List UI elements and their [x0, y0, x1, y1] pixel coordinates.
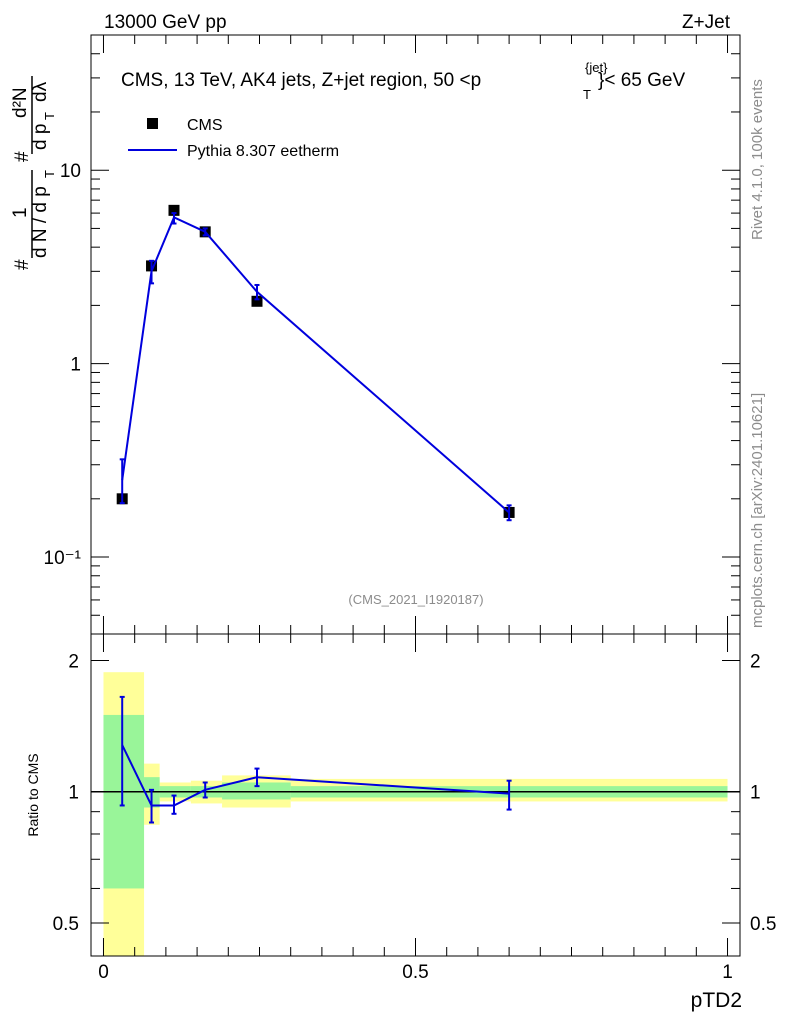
main-y-tick-label: 10 — [60, 161, 81, 182]
main-y-tick-label: 1 — [70, 355, 81, 376]
main-y-tick-label: 10⁻¹ — [44, 548, 82, 569]
svg-text:#: # — [12, 151, 33, 162]
svg-text:dλ: dλ — [30, 81, 51, 102]
ratio-frame — [90, 633, 741, 957]
ratio-y-tick-label-left: 2 — [68, 651, 79, 672]
main-axis-ticks — [91, 34, 740, 635]
ratio-y-tick-label-left: 1 — [68, 783, 79, 804]
ratio-uncertainty-bands — [91, 672, 740, 956]
svg-text:d N / d p: d N / d p — [30, 186, 51, 258]
ratio-y-tick-labels: 2 2 1 1 0.5 0.5 — [53, 651, 777, 935]
x-tick-label: 0 — [98, 962, 109, 983]
main-y-axis-label: # d N / d p T 1 # d p T dλ d²N — [10, 76, 57, 270]
svg-text:d p: d p — [30, 124, 51, 150]
header-left: 13000 GeV pp — [104, 12, 227, 33]
ratio-axis-ticks — [91, 634, 740, 956]
pythia-series-line — [121, 216, 510, 514]
ratio-y-tick-label-right: 2 — [750, 651, 761, 672]
main-data-marks — [116, 204, 515, 522]
x-tick-label: 1 — [722, 962, 733, 983]
chart-title-superscript: {jet} — [585, 60, 608, 75]
cms-data-point — [168, 204, 180, 216]
svg-text:d²N: d²N — [10, 87, 31, 118]
chart-title: CMS, 13 TeV, AK4 jets, Z+jet region, 50 … — [121, 70, 481, 91]
ratio-y-tick-label-right: 0.5 — [750, 914, 776, 935]
ratio-y-axis-label: Ratio to CMS — [25, 753, 41, 836]
x-axis-label: pTD2 — [691, 989, 742, 1012]
svg-text:T: T — [42, 112, 57, 120]
legend-pythia-label: Pythia 8.307 eetherm — [187, 143, 339, 160]
mcplots-source-label: mcplots.cern.ch [arXiv:2401.10621] — [749, 393, 766, 628]
svg-text:#: # — [12, 259, 33, 270]
svg-text:1: 1 — [10, 207, 31, 218]
cms-data-point — [251, 295, 263, 307]
ratio-y-tick-label-right: 1 — [750, 783, 761, 804]
main-panel: 10 1 10⁻¹ CMS, 13 TeV, AK4 jets, Z+jet reg… — [10, 34, 741, 635]
chart-title-subscript: T — [583, 87, 591, 102]
legend-cms-label: CMS — [187, 117, 223, 134]
ratio-y-tick-label-left: 0.5 — [53, 914, 79, 935]
x-tick-labels: 0 0.5 1 — [98, 962, 733, 983]
chart-title-main: CMS, 13 TeV, AK4 jets, Z+jet region, 50 … — [121, 70, 481, 91]
x-tick-label: 0.5 — [402, 962, 428, 983]
ratio-panel: 2 21 10.5 0.5 Ratio to CMS 0 0.5 1 pTD2 — [25, 633, 777, 1012]
ratio-band-inner — [222, 782, 291, 800]
ratio-series-line — [121, 744, 510, 807]
analysis-watermark: (CMS_2021_I1920187) — [348, 592, 483, 607]
legend-cms-marker — [147, 118, 158, 129]
chart-title-end: }< 65 GeV — [598, 70, 685, 91]
ratio-data-marks — [119, 695, 512, 824]
main-y-tick-labels: 10 1 10⁻¹ — [44, 161, 82, 569]
rivet-version-label: Rivet 4.1.0, 100k events — [749, 79, 766, 240]
ratio-band-inner — [103, 714, 145, 889]
svg-text:T: T — [42, 170, 57, 178]
header-right: Z+Jet — [682, 12, 731, 33]
